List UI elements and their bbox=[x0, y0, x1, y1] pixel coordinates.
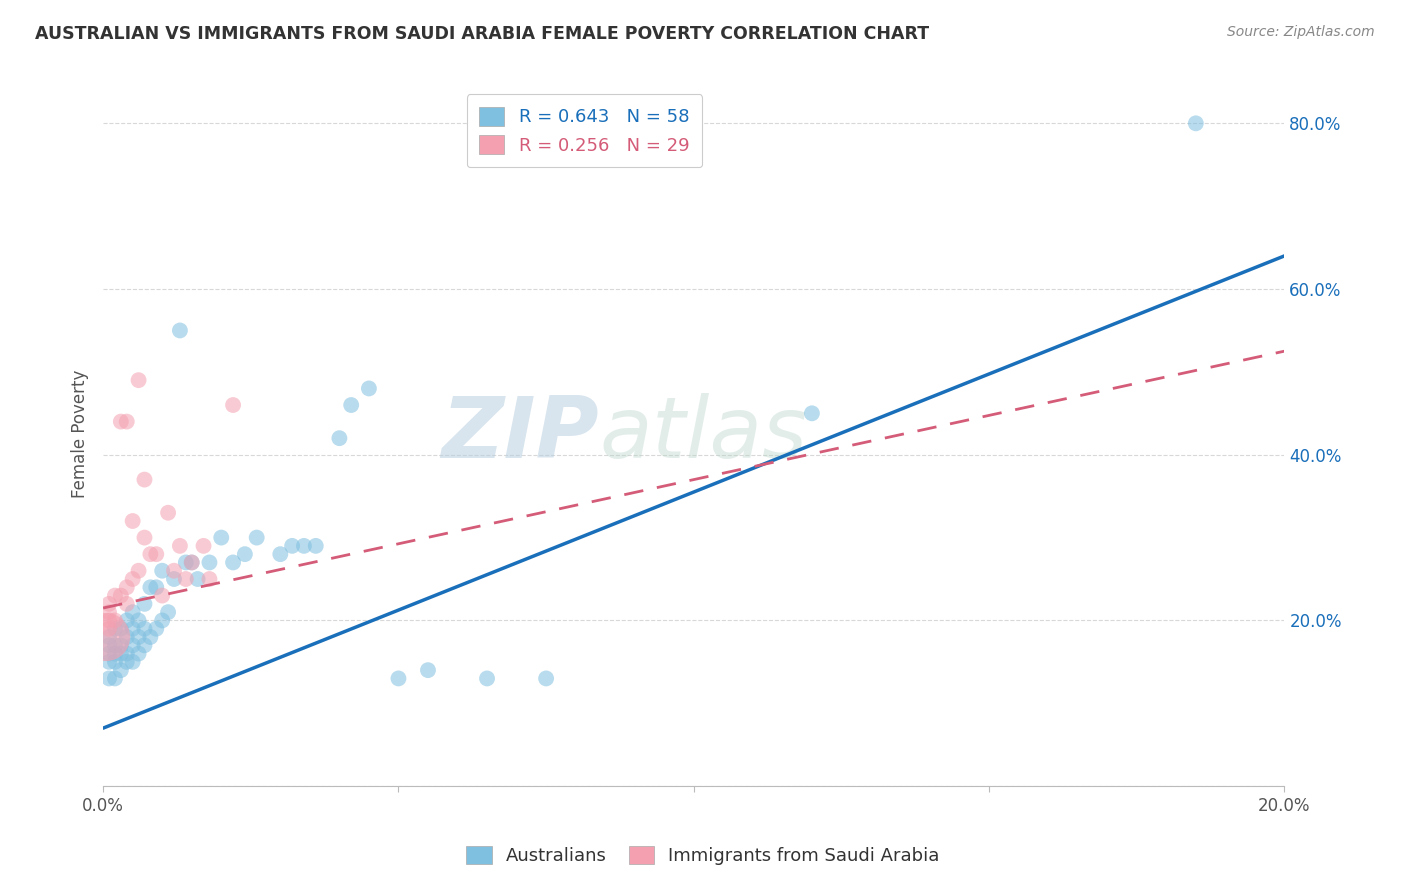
Point bbox=[134, 473, 156, 487]
Point bbox=[128, 373, 150, 387]
Point bbox=[180, 556, 202, 570]
Point bbox=[134, 622, 156, 636]
Point bbox=[387, 672, 409, 686]
Point bbox=[121, 572, 143, 586]
Point bbox=[357, 381, 380, 395]
Text: atlas: atlas bbox=[599, 392, 807, 475]
Point bbox=[104, 589, 127, 603]
Point bbox=[1185, 116, 1208, 130]
Point bbox=[222, 398, 245, 412]
Point bbox=[134, 531, 156, 545]
Point bbox=[222, 556, 245, 570]
Point bbox=[98, 672, 121, 686]
Point bbox=[115, 597, 138, 611]
Point bbox=[98, 655, 121, 669]
Point bbox=[115, 614, 138, 628]
Point bbox=[110, 415, 132, 429]
Text: ZIP: ZIP bbox=[441, 392, 599, 475]
Point bbox=[246, 531, 269, 545]
Point bbox=[98, 638, 121, 652]
Legend: R = 0.643   N = 58, R = 0.256   N = 29: R = 0.643 N = 58, R = 0.256 N = 29 bbox=[467, 95, 702, 168]
Point bbox=[121, 514, 143, 528]
Legend: Australians, Immigrants from Saudi Arabia: Australians, Immigrants from Saudi Arabi… bbox=[460, 838, 946, 872]
Point bbox=[98, 630, 121, 644]
Point bbox=[169, 323, 191, 337]
Point bbox=[233, 547, 256, 561]
Point bbox=[292, 539, 315, 553]
Point bbox=[157, 506, 180, 520]
Point bbox=[163, 564, 186, 578]
Point bbox=[281, 539, 304, 553]
Point bbox=[157, 605, 180, 619]
Point bbox=[121, 638, 143, 652]
Point bbox=[128, 647, 150, 661]
Point bbox=[110, 647, 132, 661]
Point bbox=[98, 622, 121, 636]
Point bbox=[104, 638, 127, 652]
Point bbox=[104, 647, 127, 661]
Point bbox=[98, 597, 121, 611]
Point bbox=[169, 539, 191, 553]
Point bbox=[128, 614, 150, 628]
Point bbox=[104, 672, 127, 686]
Point bbox=[269, 547, 291, 561]
Point bbox=[128, 630, 150, 644]
Point bbox=[104, 622, 127, 636]
Point bbox=[340, 398, 363, 412]
Point bbox=[121, 655, 143, 669]
Point bbox=[150, 614, 173, 628]
Point bbox=[98, 605, 121, 619]
Point bbox=[98, 614, 121, 628]
Point bbox=[150, 564, 173, 578]
Point bbox=[475, 672, 498, 686]
Point bbox=[328, 431, 350, 445]
Point bbox=[416, 663, 439, 677]
Point bbox=[145, 580, 167, 594]
Point bbox=[115, 415, 138, 429]
Point bbox=[134, 638, 156, 652]
Point bbox=[94, 630, 117, 644]
Point bbox=[150, 589, 173, 603]
Point bbox=[209, 531, 232, 545]
Point bbox=[174, 556, 197, 570]
Point bbox=[163, 572, 186, 586]
Point bbox=[110, 589, 132, 603]
Text: Source: ZipAtlas.com: Source: ZipAtlas.com bbox=[1227, 25, 1375, 39]
Point bbox=[115, 655, 138, 669]
Text: AUSTRALIAN VS IMMIGRANTS FROM SAUDI ARABIA FEMALE POVERTY CORRELATION CHART: AUSTRALIAN VS IMMIGRANTS FROM SAUDI ARAB… bbox=[35, 25, 929, 43]
Point bbox=[139, 580, 162, 594]
Point bbox=[121, 622, 143, 636]
Point bbox=[110, 638, 132, 652]
Point bbox=[145, 622, 167, 636]
Point bbox=[110, 663, 132, 677]
Point bbox=[800, 406, 823, 420]
Point bbox=[115, 647, 138, 661]
Point bbox=[134, 597, 156, 611]
Point bbox=[193, 539, 215, 553]
Point bbox=[139, 630, 162, 644]
Point bbox=[305, 539, 328, 553]
Point bbox=[98, 647, 121, 661]
Point bbox=[104, 614, 127, 628]
Point bbox=[198, 572, 221, 586]
Point bbox=[121, 605, 143, 619]
Point bbox=[110, 622, 132, 636]
Point bbox=[174, 572, 197, 586]
Point bbox=[187, 572, 209, 586]
Point bbox=[115, 580, 138, 594]
Point bbox=[128, 564, 150, 578]
Point bbox=[115, 630, 138, 644]
Point bbox=[180, 556, 202, 570]
Point bbox=[104, 655, 127, 669]
Point bbox=[139, 547, 162, 561]
Point bbox=[534, 672, 557, 686]
Point bbox=[145, 547, 167, 561]
Point bbox=[198, 556, 221, 570]
Y-axis label: Female Poverty: Female Poverty bbox=[72, 370, 89, 499]
